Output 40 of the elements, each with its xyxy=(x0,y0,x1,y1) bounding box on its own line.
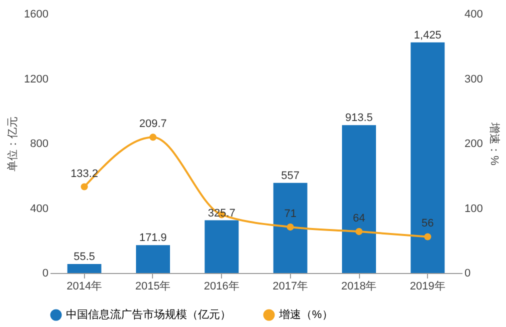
bar xyxy=(273,182,308,273)
data-label: 171.9 xyxy=(139,232,167,244)
bar xyxy=(204,220,239,273)
data-label: 55.5 xyxy=(74,251,96,264)
x-tick-label: 2017年 xyxy=(272,280,308,292)
data-label: 913.5 xyxy=(345,112,373,124)
x-tick-label: 2019年 xyxy=(410,280,446,292)
y-tick-label: 1200 xyxy=(24,73,48,86)
y-tick-label: 0 xyxy=(42,268,48,280)
y2-tick-label: 300 xyxy=(464,73,483,86)
point xyxy=(286,224,294,231)
data-label: 56 xyxy=(422,218,434,230)
data-label: 1,425 xyxy=(414,29,442,42)
y-axis-title: 单位：亿元 xyxy=(6,116,20,172)
y2-tick-label: 100 xyxy=(464,202,483,215)
point xyxy=(355,228,363,236)
bar xyxy=(342,125,376,273)
data-label: 64 xyxy=(352,212,366,225)
y2-tick-label: 400 xyxy=(464,8,483,20)
y2-tick-label: 0 xyxy=(464,268,471,280)
y-tick-label: 400 xyxy=(30,202,48,215)
y2-tick-label: 200 xyxy=(464,138,483,150)
x-tick-label: 2015年 xyxy=(135,280,171,292)
x-tick-label: 2016年 xyxy=(204,280,240,292)
bar xyxy=(67,264,102,273)
y2-axis-title: 增速：% xyxy=(488,122,501,166)
data-label: 209.7 xyxy=(139,118,167,130)
point xyxy=(424,233,432,240)
y-tick-label: 1600 xyxy=(24,8,48,20)
legend-label: 中国信息流广告市场规模（亿元） xyxy=(66,308,231,321)
point xyxy=(149,134,157,141)
legend-label: 增速（%） xyxy=(278,308,333,321)
bar xyxy=(410,42,445,273)
point xyxy=(80,183,88,190)
y-tick-label: 800 xyxy=(30,138,48,150)
data-label: 557 xyxy=(281,170,300,182)
x-tick-label: 2014年 xyxy=(66,280,102,292)
data-label: 71 xyxy=(284,208,296,220)
bar xyxy=(136,245,170,273)
x-tick-label: 2018年 xyxy=(341,280,377,292)
